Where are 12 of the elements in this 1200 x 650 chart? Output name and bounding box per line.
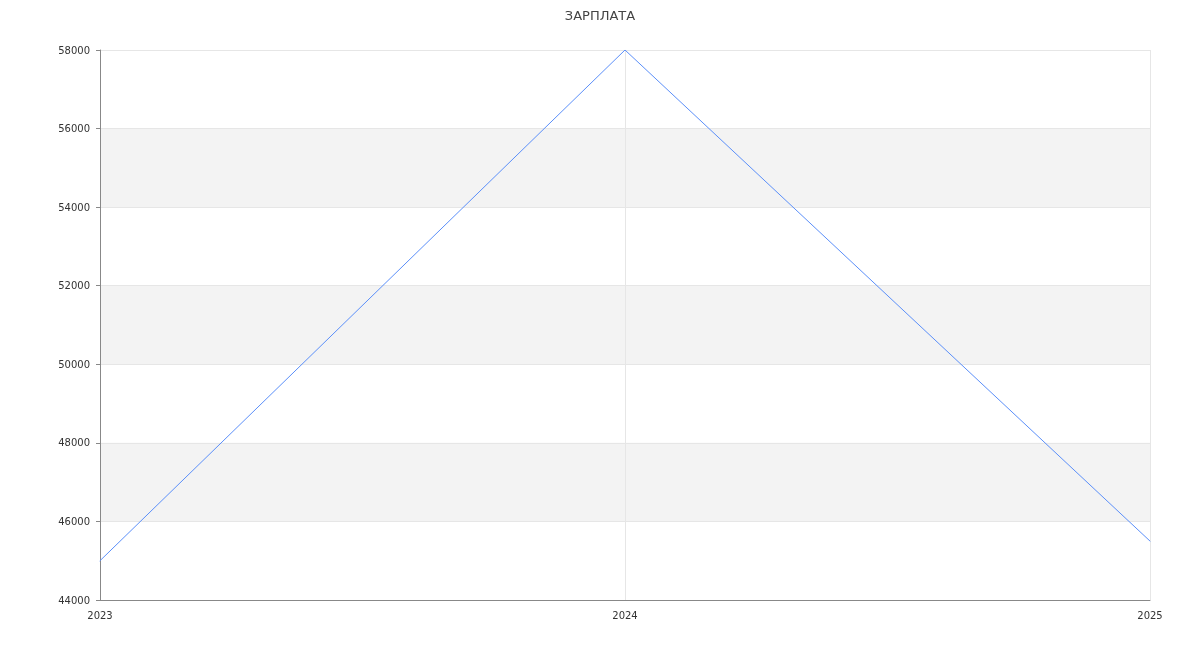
y-tick-label: 50000 xyxy=(58,358,90,370)
chart-title: ЗАРПЛАТА xyxy=(564,8,636,23)
y-tick-label: 46000 xyxy=(58,515,90,527)
x-tick-label: 2025 xyxy=(1137,609,1163,621)
y-tick-label: 58000 xyxy=(58,44,90,56)
x-tick-label: 2023 xyxy=(87,609,113,621)
y-tick-label: 44000 xyxy=(58,594,90,606)
y-tick-label: 52000 xyxy=(58,280,90,292)
y-tick-label: 56000 xyxy=(58,123,90,135)
y-tick-label: 54000 xyxy=(58,201,90,213)
x-tick-label: 2024 xyxy=(612,609,638,621)
y-tick-label: 48000 xyxy=(58,437,90,449)
